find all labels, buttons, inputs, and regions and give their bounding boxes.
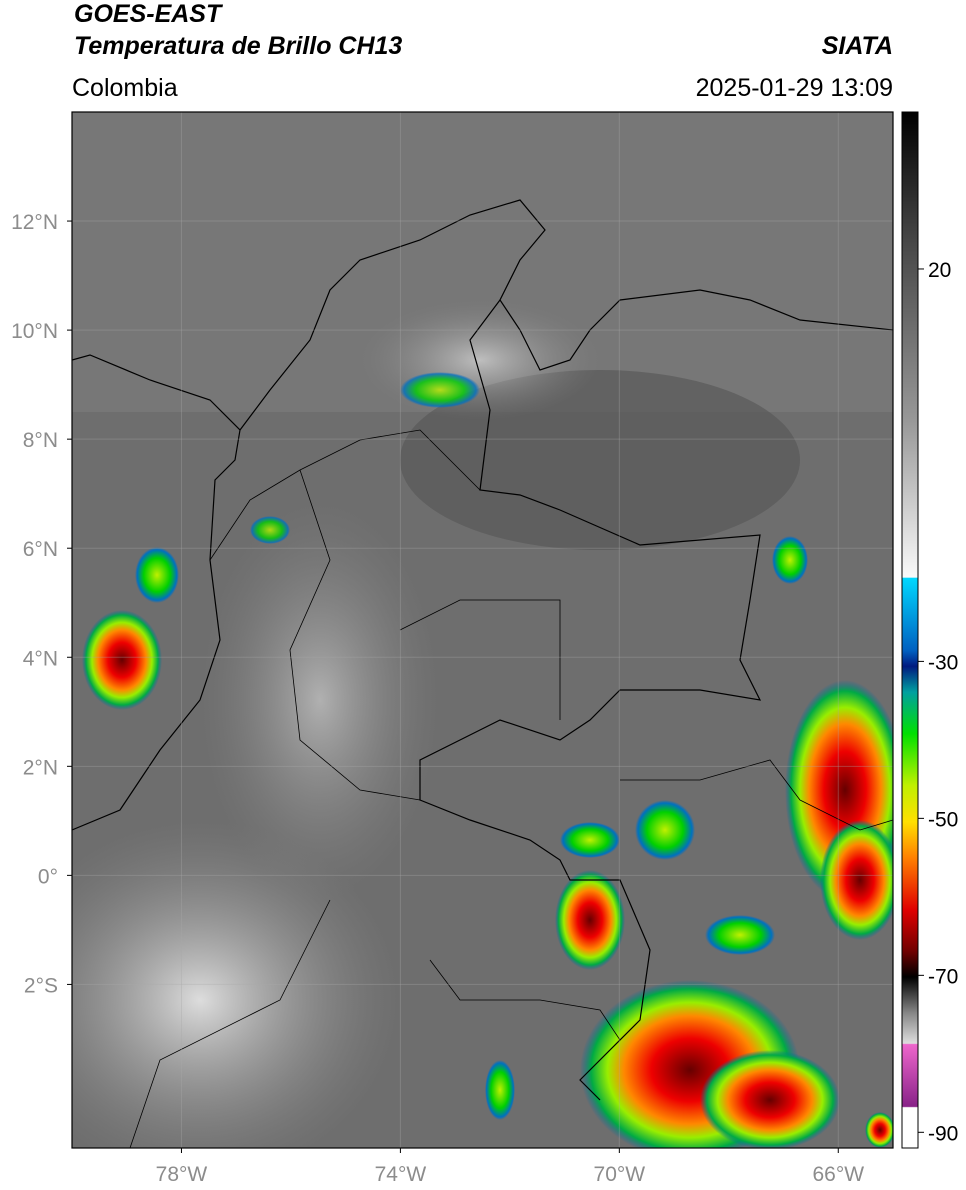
region: Colombia <box>72 74 178 102</box>
colorbar-tick-label: -50 <box>928 808 958 831</box>
colorbar <box>901 111 919 1149</box>
y-tick-label: 10°N <box>11 320 58 343</box>
colorbar-tick-label: 20 <box>928 259 951 282</box>
colorbar-tick-label: -90 <box>928 1122 958 1145</box>
source: SIATA <box>822 32 893 60</box>
y-tick-label: 0° <box>38 865 58 888</box>
y-tick-label: 2°S <box>24 974 58 997</box>
x-tick-label: 66°W <box>812 1163 864 1186</box>
title: GOES-EAST <box>74 0 224 28</box>
y-tick-label: 6°N <box>23 538 58 561</box>
colorbar-tick-label: -70 <box>928 965 958 988</box>
graticule <box>72 112 893 1148</box>
header: GOES-EAST Temperatura de Brillo CH13 SIA… <box>72 0 893 102</box>
x-tick-label: 74°W <box>375 1163 427 1186</box>
x-tick-label: 78°W <box>156 1163 208 1186</box>
y-tick-label: 12°N <box>11 211 58 234</box>
datetime: 2025-01-29 13:09 <box>696 74 893 102</box>
subtitle: Temperatura de Brillo CH13 <box>74 32 402 60</box>
y-tick-label: 2°N <box>23 756 58 779</box>
map-imagery <box>72 112 893 1148</box>
x-tick-label: 70°W <box>594 1163 646 1186</box>
y-tick-label: 8°N <box>23 429 58 452</box>
map-frame <box>71 111 894 1149</box>
colorbar-tick-label: -30 <box>928 651 958 674</box>
y-tick-label: 4°N <box>23 647 58 670</box>
